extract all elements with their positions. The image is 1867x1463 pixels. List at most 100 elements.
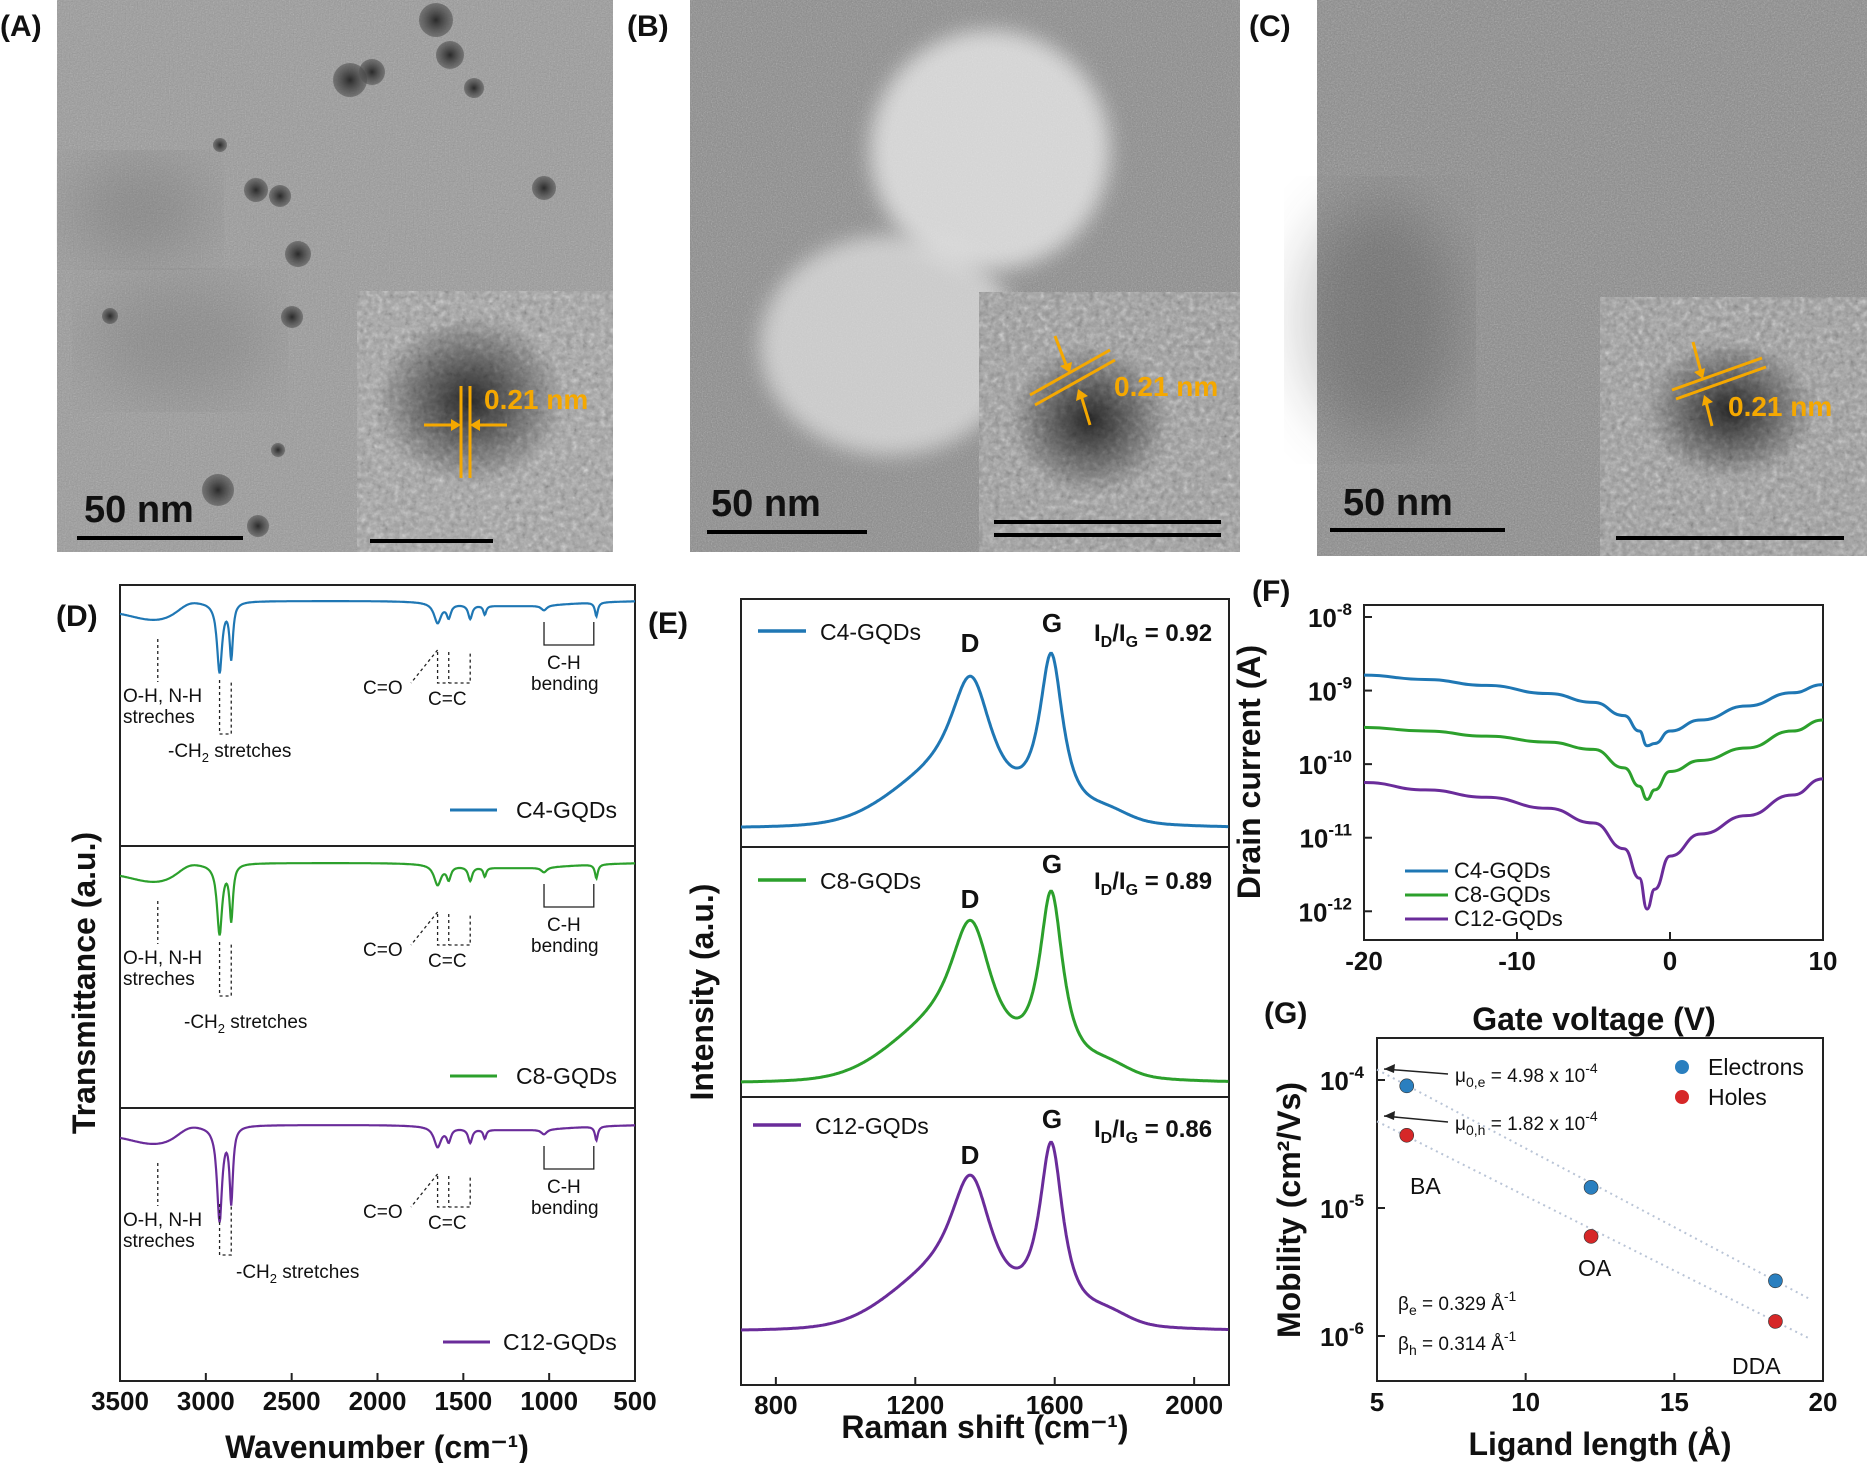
svg-text:C=O: C=O bbox=[363, 940, 403, 961]
ftir-tick-label: 1000 bbox=[520, 1386, 578, 1416]
arrow-icon bbox=[1702, 395, 1713, 406]
tem-panel-c: (C) 50 nm 0.21 nm bbox=[1249, 0, 1867, 556]
transfer-tick-label: 0 bbox=[1663, 946, 1677, 976]
mu-h-annotation: μ0,h = 1.82 x 10-4 bbox=[1383, 1108, 1598, 1138]
mobility-tick-label: 10-5 bbox=[1320, 1191, 1364, 1224]
panel-label-e: (E) bbox=[648, 607, 688, 640]
transfer-curves bbox=[1363, 673, 1824, 911]
arrow-icon bbox=[451, 419, 461, 431]
svg-text:ID/IG = 0.89: ID/IG = 0.89 bbox=[1094, 868, 1212, 899]
raman-legend-label: C8-GQDs bbox=[820, 868, 921, 894]
raman-ratio-c12: ID/IG = 0.86 bbox=[1094, 1116, 1212, 1147]
svg-text:βe = 0.329 Å-1: βe = 0.329 Å-1 bbox=[1398, 1288, 1517, 1318]
arrow-icon bbox=[1076, 389, 1088, 401]
raman-tick-label: 2000 bbox=[1165, 1390, 1223, 1420]
g-peak-label: G bbox=[1042, 1104, 1062, 1134]
nanoparticle-dots-a bbox=[102, 3, 556, 537]
ftir-tick-label: 500 bbox=[613, 1386, 656, 1416]
mobility-frame bbox=[1376, 1037, 1824, 1382]
mobility-legend-label: Holes bbox=[1708, 1084, 1767, 1110]
svg-text:bending: bending bbox=[531, 674, 599, 695]
svg-text:C=C: C=C bbox=[428, 951, 467, 972]
transfer-y-label: Drain current (A) bbox=[1231, 645, 1267, 899]
svg-text:C=C: C=C bbox=[428, 689, 467, 710]
arrow-icon bbox=[1384, 1111, 1395, 1120]
raman-ratio-c4: ID/IG = 0.92 bbox=[1094, 620, 1212, 651]
transfer-tick-label: 10-11 bbox=[1299, 821, 1352, 854]
transfer-series-line bbox=[1363, 718, 1824, 801]
electron-point bbox=[1583, 1180, 1599, 1195]
svg-text:βh = 0.314 Å-1: βh = 0.314 Å-1 bbox=[1398, 1328, 1517, 1358]
mobility-points bbox=[1376, 1068, 1809, 1339]
mobility-tick-label: 15 bbox=[1660, 1387, 1689, 1417]
ligand-label-ba: BA bbox=[1410, 1173, 1441, 1199]
svg-text:streches: streches bbox=[123, 707, 195, 728]
svg-text:C-H: C-H bbox=[547, 653, 581, 674]
raman-ratio-c8: ID/IG = 0.89 bbox=[1094, 868, 1212, 899]
mobility-x-label: Ligand length (Å) bbox=[1468, 1426, 1731, 1462]
raman-panel: (E) 800 1200 1600 2000 Raman shift (cm⁻¹) I… bbox=[648, 598, 1230, 1445]
svg-text:C=C: C=C bbox=[428, 1213, 467, 1234]
mobility-axes: 5 10 15 20 10-4 10-5 10-6 bbox=[1320, 1063, 1838, 1417]
raman-curves bbox=[741, 651, 1229, 1332]
transfer-panel: (F) -20 -10 0 10 10-8 10-9 10-10 10-11 10-12 Gat… bbox=[1231, 575, 1837, 1037]
transfer-legend-label: C4-GQDs bbox=[1454, 858, 1551, 883]
ligand-label-dda: DDA bbox=[1732, 1353, 1781, 1379]
svg-text:ID/IG = 0.92: ID/IG = 0.92 bbox=[1094, 620, 1212, 651]
ftir-legend-label: C4-GQDs bbox=[516, 797, 617, 823]
electron-point bbox=[1768, 1273, 1783, 1289]
ftir-legend-c4: C4-GQDs bbox=[450, 797, 617, 823]
raman-series-line bbox=[741, 889, 1229, 1084]
transfer-series-line bbox=[1363, 673, 1824, 748]
mobility-tick-label: 10 bbox=[1511, 1387, 1540, 1417]
ftir-tick-label: 2000 bbox=[349, 1386, 407, 1416]
mobility-y-label: Mobility (cm²/Vs) bbox=[1271, 1082, 1307, 1338]
ftir-tick-label: 3000 bbox=[177, 1386, 235, 1416]
mu-e-annotation: μ0,e = 4.98 x 10-4 bbox=[1383, 1060, 1598, 1090]
hole-point bbox=[1399, 1127, 1415, 1143]
arrow-icon bbox=[470, 419, 480, 431]
transfer-tick-label: -10 bbox=[1498, 946, 1536, 976]
hole-point bbox=[1583, 1229, 1599, 1244]
svg-text:C=O: C=O bbox=[363, 1202, 403, 1223]
beta-annotations: βe = 0.329 Å-1 βh = 0.314 Å-1 bbox=[1398, 1288, 1517, 1358]
svg-text:streches: streches bbox=[123, 969, 195, 990]
mobility-tick-label: 10-6 bbox=[1320, 1319, 1364, 1352]
svg-text:-CH2 stretches: -CH2 stretches bbox=[236, 1262, 359, 1286]
raman-series-line bbox=[741, 1140, 1229, 1332]
lattice-label-c: 0.21 nm bbox=[1728, 391, 1832, 422]
raman-series-line bbox=[741, 651, 1229, 829]
mobility-legend: Electrons Holes bbox=[1675, 1054, 1804, 1110]
arrow-icon bbox=[1384, 1064, 1395, 1073]
ftir-x-label: Wavenumber (cm⁻¹) bbox=[225, 1429, 529, 1463]
electron-marker bbox=[1675, 1060, 1689, 1074]
svg-text:ID/IG = 0.86: ID/IG = 0.86 bbox=[1094, 1116, 1212, 1147]
ftir-series-line bbox=[119, 600, 635, 674]
lattice-marker-a bbox=[424, 386, 507, 478]
svg-text:C=O: C=O bbox=[363, 678, 403, 699]
mobility-tick-label: 5 bbox=[1370, 1387, 1384, 1417]
raman-tick-label: 800 bbox=[754, 1390, 797, 1420]
arrow-icon bbox=[1060, 362, 1072, 373]
svg-text:streches: streches bbox=[123, 1231, 195, 1252]
transfer-x-label: Gate voltage (V) bbox=[1472, 1001, 1716, 1037]
ftir-series-line bbox=[119, 862, 635, 936]
transfer-tick-label: 10-9 bbox=[1308, 674, 1352, 707]
ftir-tick-label: 1500 bbox=[434, 1386, 492, 1416]
ftir-legend-c8: C8-GQDs bbox=[450, 1063, 617, 1089]
scale-label-a: 50 nm bbox=[84, 489, 194, 531]
hole-region bbox=[870, 30, 1110, 270]
raman-legend-label: C12-GQDs bbox=[815, 1113, 929, 1139]
panel-label-c: (C) bbox=[1249, 10, 1291, 43]
transfer-tick-label: 10-8 bbox=[1308, 600, 1352, 633]
raman-tick-label: 1600 bbox=[1026, 1390, 1084, 1420]
ftir-panel: (D) 3500 3000 2500 2000 1500 1000 500 Wavenumb… bbox=[56, 584, 657, 1463]
raman-x-label: Raman shift (cm⁻¹) bbox=[841, 1409, 1128, 1445]
raman-legend-c12: C12-GQDs bbox=[753, 1113, 929, 1139]
svg-text:O-H, N-H: O-H, N-H bbox=[123, 1210, 202, 1231]
raman-legend-label: C4-GQDs bbox=[820, 619, 921, 645]
arrow-icon bbox=[1694, 368, 1705, 379]
panel-label-b: (B) bbox=[627, 10, 669, 43]
transfer-tick-label: -20 bbox=[1345, 946, 1383, 976]
